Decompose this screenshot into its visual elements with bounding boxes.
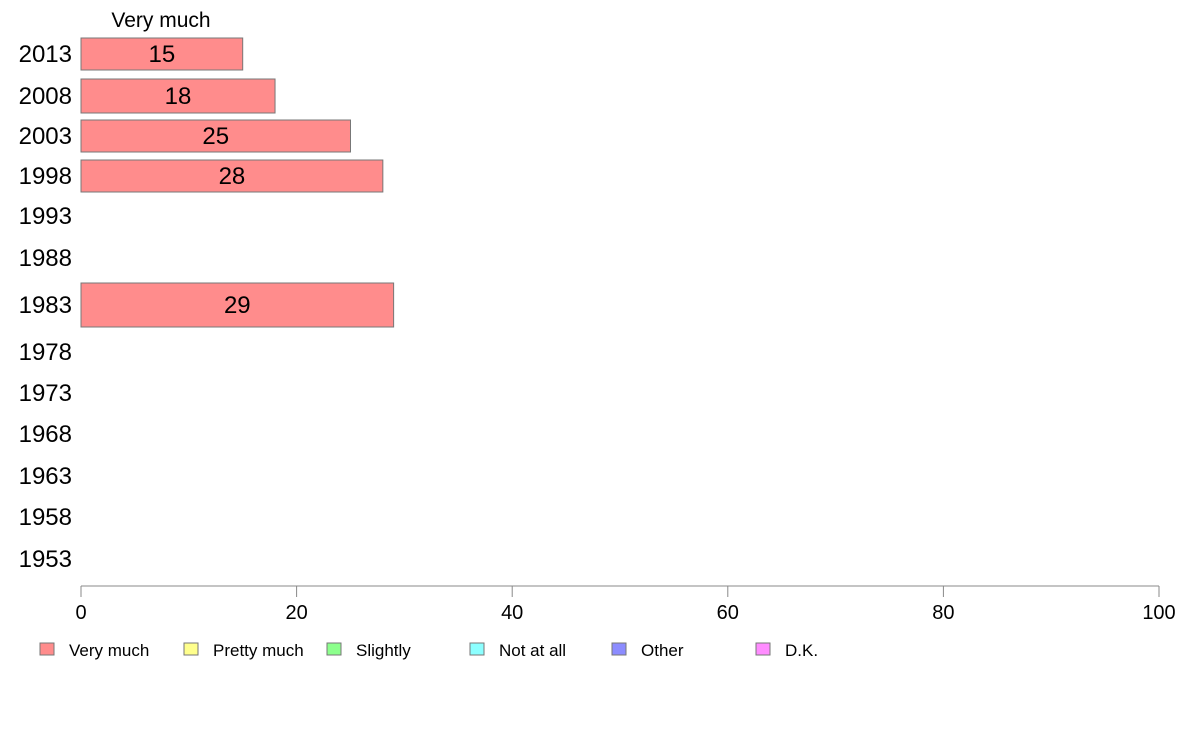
bar-2003	[80, 119, 351, 153]
legend-label-slightly: Slightly	[356, 641, 411, 660]
y-tick-label-2013: 2013	[19, 41, 72, 68]
x-tick-label-20: 20	[285, 602, 307, 624]
legend-swatch-d-k	[755, 642, 771, 656]
bar-value-label-2013: 15	[148, 41, 175, 68]
y-tick-label-1973: 1973	[19, 380, 72, 407]
legend-swatch-pretty-much	[183, 642, 199, 656]
bar-2013	[80, 37, 244, 71]
y-tick-label-1953: 1953	[19, 546, 72, 573]
legend-swatch-not-at-all	[469, 642, 485, 656]
bars-layer: 15 18 25 28 29	[80, 37, 395, 328]
bar-value-label-1998: 28	[219, 163, 246, 190]
x-tick-label-40: 40	[501, 602, 523, 624]
y-axis-labels: 2013 2008 2003 1998 1993 1988 1983 1978 1973 1968…	[19, 41, 72, 573]
series-header: Very much	[111, 9, 210, 32]
bar-value-label-1983: 29	[224, 292, 251, 319]
legend-swatch-very-much	[39, 642, 55, 656]
bar-1998	[80, 159, 384, 193]
x-tick-label-0: 0	[75, 602, 86, 624]
y-tick-label-1963: 1963	[19, 463, 72, 490]
y-tick-label-1958: 1958	[19, 504, 72, 531]
legend-label-very-much: Very much	[69, 641, 149, 660]
bar-1983	[80, 282, 395, 328]
legend-label-not-at-all: Not at all	[499, 641, 566, 660]
y-tick-label-2003: 2003	[19, 123, 72, 150]
y-tick-label-1983: 1983	[19, 292, 72, 319]
y-tick-label-1993: 1993	[19, 203, 72, 230]
y-tick-label-1968: 1968	[19, 421, 72, 448]
legend-label-pretty-much: Pretty much	[213, 641, 304, 660]
legend-label-d-k: D.K.	[785, 641, 818, 660]
x-tick-label-100: 100	[1142, 602, 1175, 624]
legend-swatch-other	[611, 642, 627, 656]
bar-value-label-2003: 25	[202, 123, 229, 150]
y-tick-label-1998: 1998	[19, 163, 72, 190]
legend-swatch-slightly	[326, 642, 342, 656]
bar-2008	[80, 78, 276, 114]
y-tick-label-2008: 2008	[19, 83, 72, 110]
bar-value-label-2008: 18	[165, 83, 192, 110]
legend: Very much Pretty much Slightly Not at all Ot…	[39, 641, 818, 660]
y-tick-label-1988: 1988	[19, 245, 72, 272]
x-axis: 0 20 40 60 80 100	[75, 585, 1176, 624]
legend-label-other: Other	[641, 641, 684, 660]
y-tick-label-1978: 1978	[19, 339, 72, 366]
x-tick-label-80: 80	[932, 602, 954, 624]
x-tick-label-60: 60	[717, 602, 739, 624]
